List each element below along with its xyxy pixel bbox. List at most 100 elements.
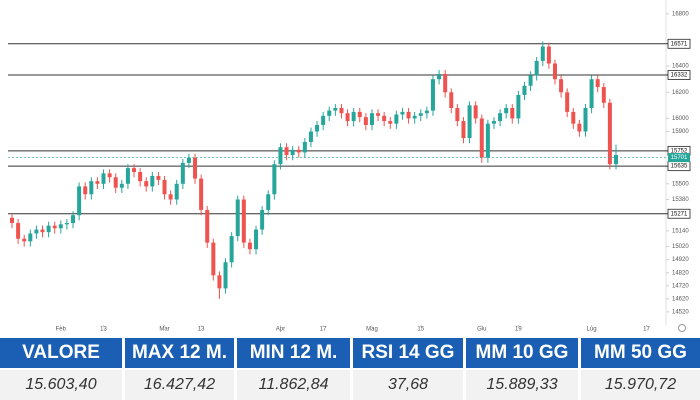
- table-value: 15.603,40: [0, 370, 122, 400]
- candle-body: [577, 123, 582, 132]
- candle-body: [223, 262, 228, 289]
- table-value: 15.889,33: [466, 370, 578, 400]
- table-header: MM 10 GG: [466, 338, 578, 368]
- table-value: 16.427,42: [125, 370, 234, 400]
- candle-body: [461, 121, 466, 139]
- candle-body: [321, 115, 326, 125]
- y-tick-label: 14620: [672, 296, 689, 302]
- y-tick-label: 15140: [672, 228, 689, 234]
- y-tick-label: 16000: [672, 116, 689, 122]
- candle-body: [119, 183, 124, 188]
- candle-body: [498, 113, 503, 122]
- candle-body: [540, 46, 545, 61]
- candle-body: [186, 157, 191, 163]
- last-price-tag: [668, 153, 690, 163]
- candle-body: [583, 107, 588, 132]
- table-value: 11.862,84: [237, 370, 350, 400]
- candle-body: [34, 229, 39, 234]
- y-tick-label: 16200: [672, 90, 689, 96]
- candle-body: [46, 225, 51, 233]
- level-label: 15635: [671, 164, 688, 170]
- candle-body: [193, 157, 198, 179]
- candle-body: [339, 107, 344, 114]
- candle-body: [363, 117, 368, 125]
- candle-body: [406, 111, 411, 119]
- candle-body: [443, 73, 448, 93]
- candle-body: [241, 199, 246, 243]
- candle-body: [229, 236, 234, 263]
- x-tick-label: 13: [198, 327, 205, 333]
- candle-body: [22, 238, 27, 242]
- candle-body: [302, 141, 307, 153]
- candle-body: [168, 194, 173, 200]
- candle-body: [52, 225, 57, 229]
- candle-body: [455, 107, 460, 122]
- y-tick-label: 16400: [672, 64, 689, 70]
- candle-body: [308, 131, 313, 142]
- y-tick-label: 14520: [672, 310, 689, 316]
- candle-body: [369, 113, 374, 125]
- candle-body: [199, 178, 204, 210]
- candle-body: [77, 186, 82, 216]
- candle-body: [388, 121, 393, 124]
- last-price-label: 15701: [671, 155, 688, 161]
- candle-body: [296, 149, 301, 153]
- candle-body: [601, 87, 606, 103]
- x-tick-label: 15: [417, 327, 424, 333]
- x-tick-label: Feb: [56, 327, 67, 333]
- level-label: 16571: [671, 41, 688, 47]
- x-tick-label: Mag: [366, 327, 378, 333]
- candle-body: [138, 172, 143, 182]
- candle-body: [254, 229, 259, 250]
- candle-body: [101, 173, 106, 184]
- candle-body: [418, 113, 423, 116]
- candle-body: [284, 147, 289, 156]
- candle-body: [546, 46, 551, 64]
- x-tick-label: Giu: [477, 327, 486, 333]
- candle-body: [125, 168, 130, 184]
- y-tick-label: 15900: [672, 129, 689, 135]
- candle-body: [144, 181, 149, 187]
- candle-body: [589, 79, 594, 108]
- candle-body: [327, 110, 332, 116]
- candle-body: [217, 275, 222, 289]
- candle-body: [424, 110, 429, 114]
- candle-body: [278, 147, 283, 165]
- candle-body: [522, 85, 527, 95]
- candle-body: [552, 63, 557, 80]
- candle-body: [485, 123, 490, 158]
- candle-body: [205, 209, 210, 243]
- candle-body: [211, 242, 216, 276]
- chart: 14520 14620 14720 14820 14920 15020 15140 15380…: [8, 0, 691, 333]
- y-tick-label: 15020: [672, 244, 689, 250]
- x-tick-label: 19: [515, 327, 522, 333]
- candle-body: [132, 168, 137, 173]
- candle-body: [528, 75, 533, 86]
- candle-body: [113, 177, 118, 188]
- candle-body: [290, 149, 295, 156]
- candle-body: [400, 111, 405, 115]
- candle-body: [382, 115, 387, 122]
- candle-body: [571, 111, 576, 124]
- candle-body: [437, 73, 442, 80]
- candle-body: [95, 181, 100, 184]
- table-header: MM 50 GG: [581, 338, 700, 368]
- candle-body: [266, 194, 271, 210]
- candle-body: [64, 223, 69, 225]
- candle-body: [150, 175, 155, 187]
- candle-body: [83, 186, 88, 195]
- candle-body: [156, 175, 161, 180]
- level-tag: [667, 38, 691, 49]
- settings-icon[interactable]: [678, 324, 686, 332]
- candle-body: [180, 162, 185, 184]
- candle-body: [247, 242, 252, 250]
- candle-body: [16, 223, 21, 239]
- candle-body: [607, 102, 612, 165]
- candle-body: [534, 60, 539, 76]
- x-tick-label: 13: [100, 327, 107, 333]
- table-header: VALORE: [0, 338, 122, 368]
- candle-body: [473, 105, 478, 119]
- candle-body: [467, 105, 472, 139]
- candle-body: [174, 183, 179, 200]
